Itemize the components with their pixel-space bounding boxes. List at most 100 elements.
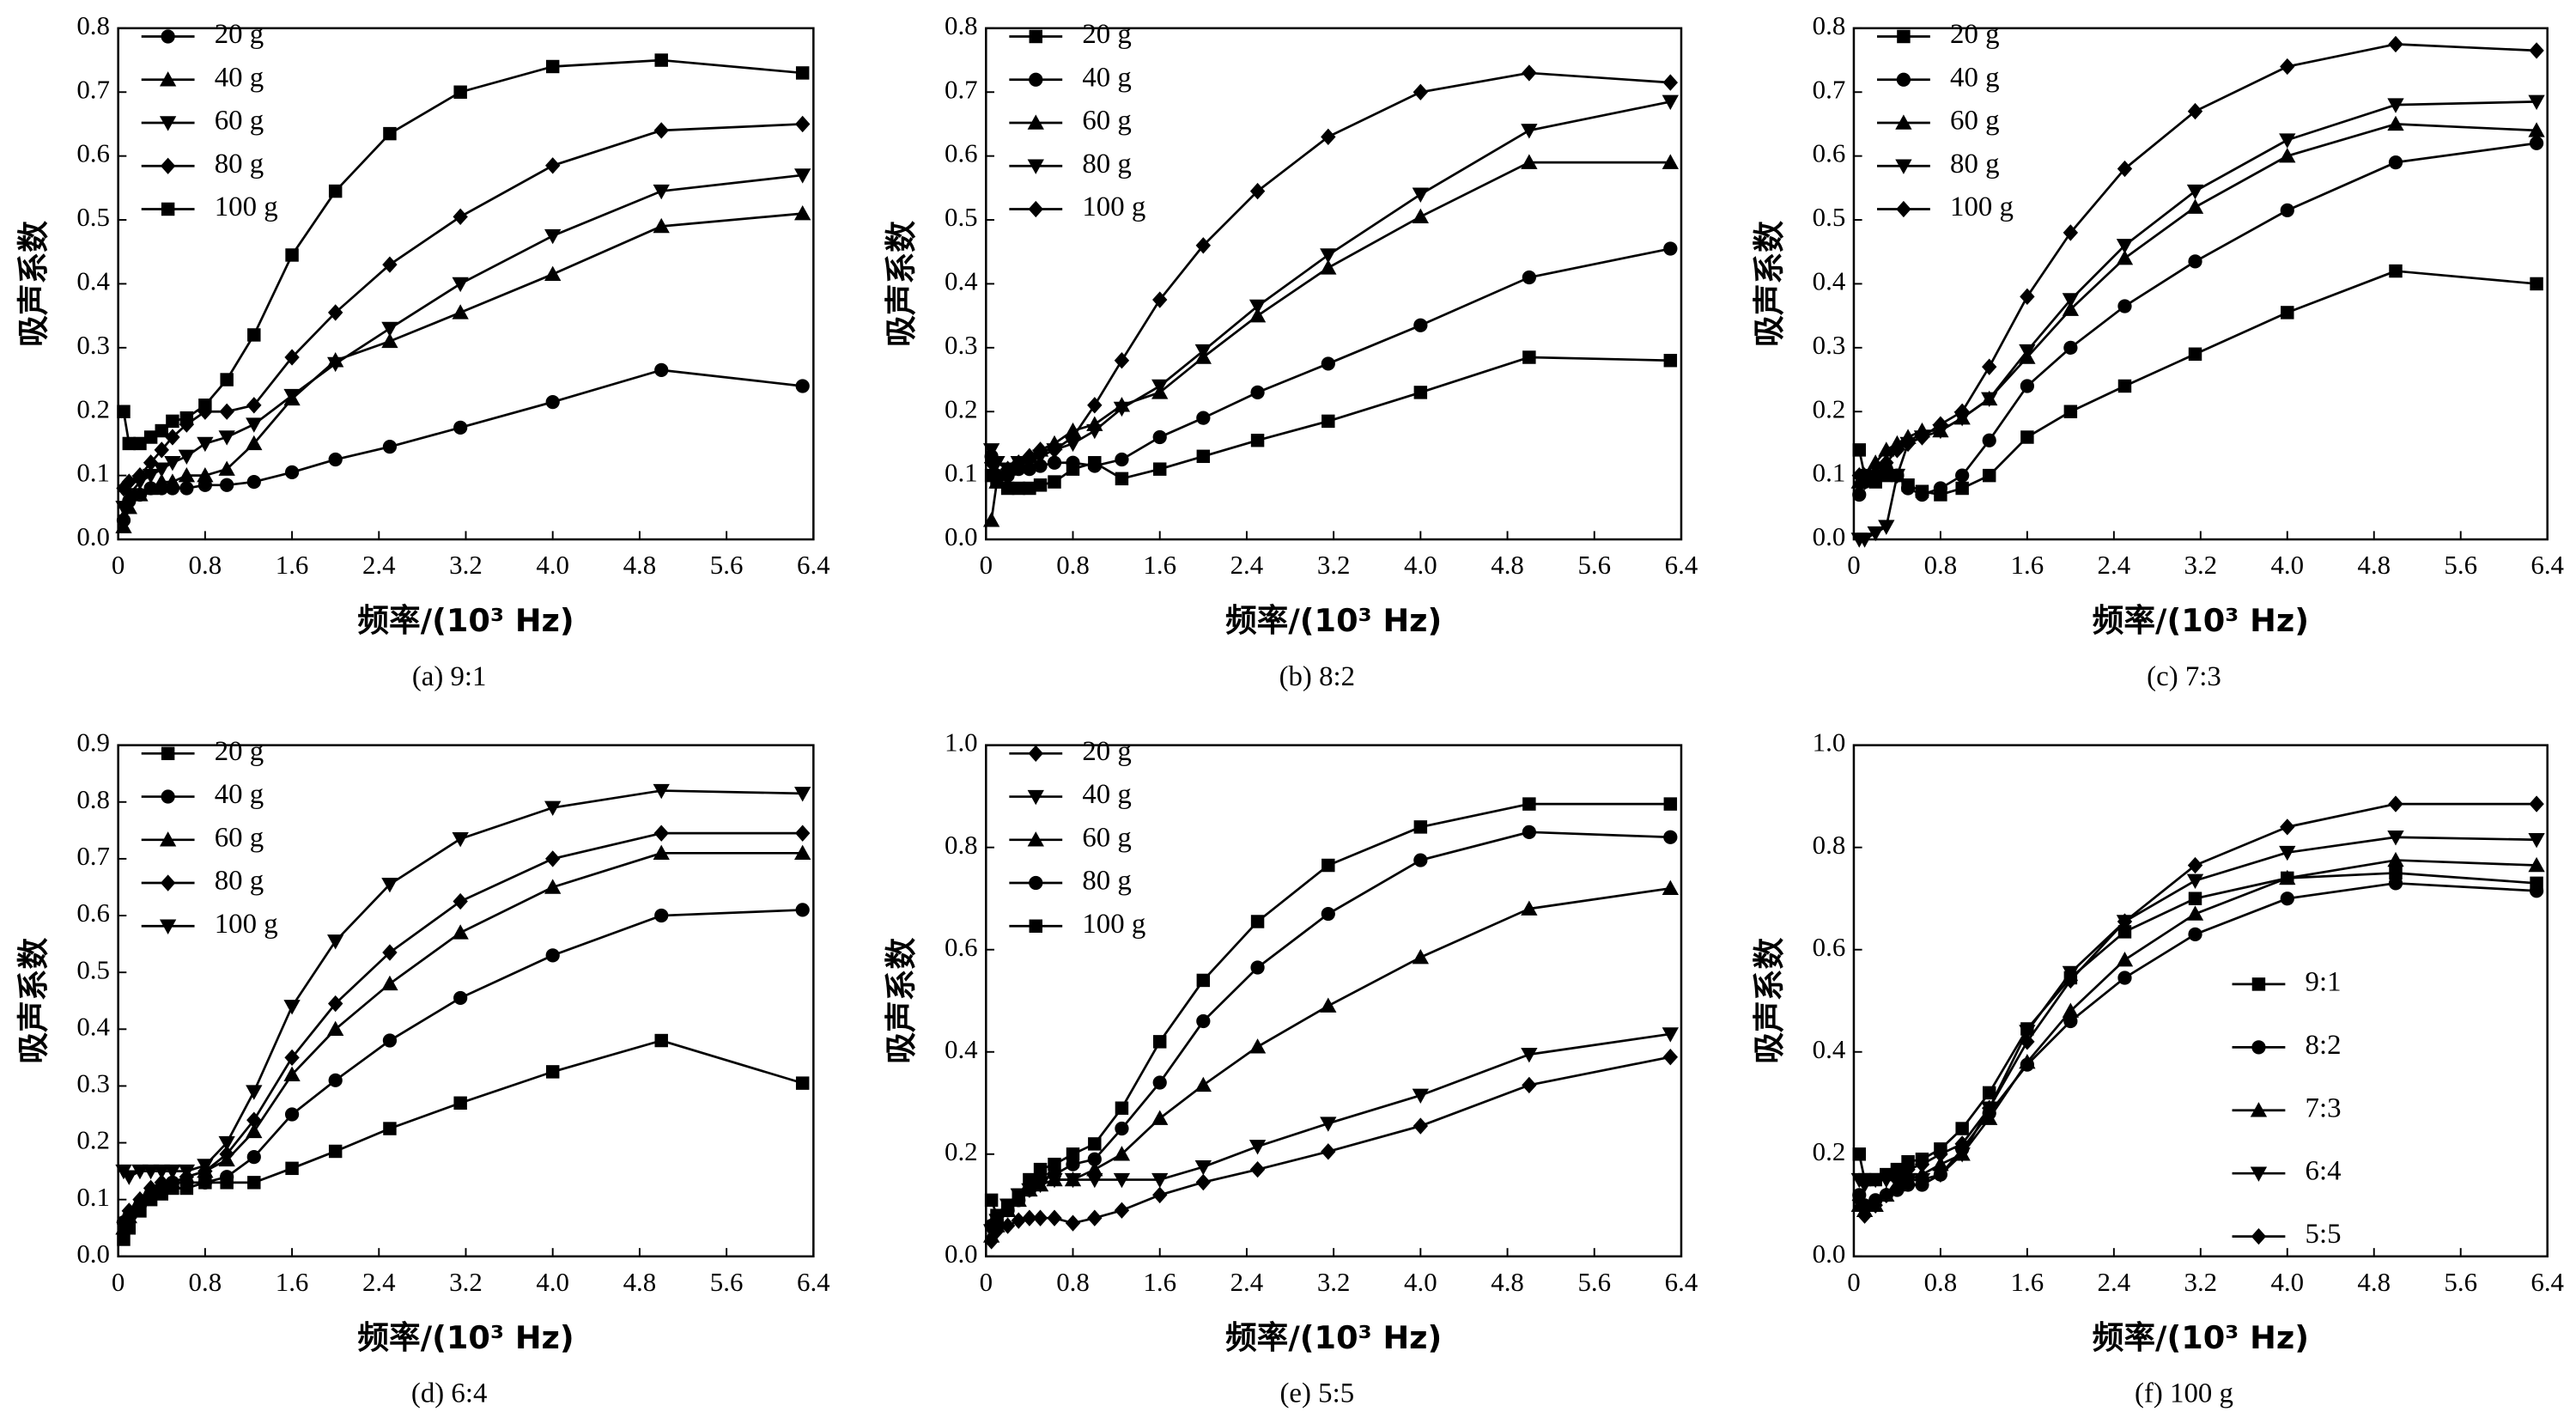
x-axis-label: 频率/(10³ Hz) bbox=[2093, 602, 2309, 639]
marker bbox=[1981, 1110, 1998, 1125]
caption: (a) 9:1 bbox=[412, 661, 487, 692]
x-tick-label: 0 bbox=[1847, 1267, 1860, 1297]
y-tick-label: 0.4 bbox=[76, 1011, 110, 1041]
x-tick-label: 4.8 bbox=[2357, 550, 2391, 580]
marker bbox=[153, 473, 170, 489]
marker bbox=[218, 460, 235, 476]
marker bbox=[2020, 430, 2034, 444]
marker bbox=[1413, 318, 1428, 332]
y-tick-label: 0.1 bbox=[76, 458, 110, 488]
marker bbox=[2116, 239, 2134, 254]
marker bbox=[166, 414, 179, 429]
y-tick-label: 0.6 bbox=[1813, 138, 1846, 168]
panel: 0 0.8 1.6 2.4 3.2 4.0 4.8 5.6 6.4 0.0 0.1 0.2 0.3 0.4… bbox=[1751, 10, 2564, 692]
y-tick-label: 0.3 bbox=[1813, 330, 1846, 360]
marker bbox=[1152, 462, 1167, 476]
marker bbox=[453, 892, 468, 910]
marker bbox=[1065, 429, 1081, 446]
x-tick-label: 3.2 bbox=[1317, 550, 1351, 580]
marker bbox=[117, 1232, 131, 1246]
x-tick-label: 1.6 bbox=[276, 550, 309, 580]
x-tick-label: 3.2 bbox=[449, 1267, 483, 1297]
marker bbox=[283, 388, 301, 405]
marker bbox=[2279, 869, 2296, 885]
marker bbox=[2250, 1102, 2268, 1117]
x-tick-label: 4.8 bbox=[2357, 1267, 2391, 1297]
y-tick-label: 0.4 bbox=[76, 266, 110, 296]
marker bbox=[990, 1208, 1004, 1222]
x-tick-label: 6.4 bbox=[2530, 1267, 2564, 1297]
marker bbox=[1867, 1172, 1884, 1189]
marker bbox=[219, 1146, 234, 1163]
legend-label: 20 g bbox=[1082, 19, 1131, 50]
marker bbox=[1012, 481, 1025, 496]
marker bbox=[1249, 1038, 1267, 1054]
marker bbox=[1113, 401, 1131, 417]
marker bbox=[2116, 250, 2134, 265]
marker bbox=[142, 1164, 160, 1180]
marker bbox=[653, 844, 670, 861]
x-tick-label: 1.6 bbox=[276, 1267, 309, 1297]
marker bbox=[1029, 72, 1043, 87]
marker bbox=[545, 850, 561, 867]
x-tick-label: 1.6 bbox=[1143, 1267, 1176, 1297]
marker bbox=[2019, 344, 2036, 360]
marker bbox=[1321, 906, 1335, 922]
marker bbox=[2528, 856, 2545, 873]
x-tick-label: 4.8 bbox=[1491, 550, 1524, 580]
x-axis-label: 频率/(10³ Hz) bbox=[357, 1319, 574, 1356]
marker bbox=[984, 1193, 999, 1208]
marker bbox=[1048, 475, 1061, 489]
marker bbox=[246, 1123, 263, 1139]
marker bbox=[1086, 1172, 1103, 1189]
marker bbox=[1087, 1152, 1102, 1166]
marker bbox=[654, 53, 668, 67]
marker bbox=[220, 373, 234, 386]
marker bbox=[178, 1164, 196, 1180]
legend-label: 40 g bbox=[1082, 62, 1131, 93]
marker bbox=[381, 321, 398, 338]
marker bbox=[653, 783, 670, 800]
marker bbox=[285, 1161, 299, 1176]
y-tick-label: 0.4 bbox=[945, 1034, 978, 1064]
marker bbox=[1321, 128, 1336, 145]
legend-label: 20 g bbox=[215, 19, 264, 50]
marker bbox=[1522, 64, 1537, 82]
marker bbox=[453, 990, 468, 1006]
marker bbox=[1047, 455, 1062, 470]
marker bbox=[653, 217, 670, 234]
x-tick-label: 4.0 bbox=[2270, 550, 2304, 580]
marker bbox=[1413, 1117, 1429, 1135]
marker bbox=[383, 126, 397, 141]
caption: (f) 100 g bbox=[2135, 1378, 2233, 1409]
x-tick-label: 0.8 bbox=[1924, 1267, 1958, 1297]
marker bbox=[1663, 797, 1678, 811]
marker bbox=[2117, 160, 2133, 178]
marker bbox=[1521, 154, 1538, 169]
x-tick-label: 0.8 bbox=[1056, 550, 1090, 580]
marker bbox=[159, 71, 177, 87]
marker bbox=[2020, 1033, 2035, 1050]
marker bbox=[1895, 114, 1912, 130]
x-tick-label: 2.4 bbox=[1230, 1267, 1264, 1297]
marker bbox=[2062, 293, 2080, 308]
marker bbox=[1888, 468, 1906, 484]
marker bbox=[218, 430, 235, 446]
marker bbox=[2388, 795, 2403, 812]
y-tick-label: 0.0 bbox=[76, 1238, 110, 1269]
y-tick-label: 0.2 bbox=[945, 1136, 978, 1166]
marker bbox=[1000, 481, 1015, 496]
x-tick-label: 3.2 bbox=[2184, 1267, 2218, 1297]
marker bbox=[197, 466, 214, 483]
marker bbox=[1249, 1160, 1266, 1178]
marker bbox=[161, 29, 175, 44]
y-tick-label: 0.2 bbox=[1813, 393, 1846, 423]
marker bbox=[2188, 927, 2202, 941]
legend-label: 6:4 bbox=[2306, 1156, 2342, 1187]
legend-label: 9:1 bbox=[2306, 966, 2342, 997]
marker bbox=[1115, 472, 1129, 486]
y-axis-label: 吸声系数 bbox=[15, 938, 52, 1064]
x-tick-label: 6.4 bbox=[2530, 550, 2564, 580]
panel: 0 0.8 1.6 2.4 3.2 4.0 4.8 5.6 6.4 0.0 0.1 0.2 0.3 0.4… bbox=[883, 10, 1698, 692]
marker bbox=[153, 1164, 170, 1180]
